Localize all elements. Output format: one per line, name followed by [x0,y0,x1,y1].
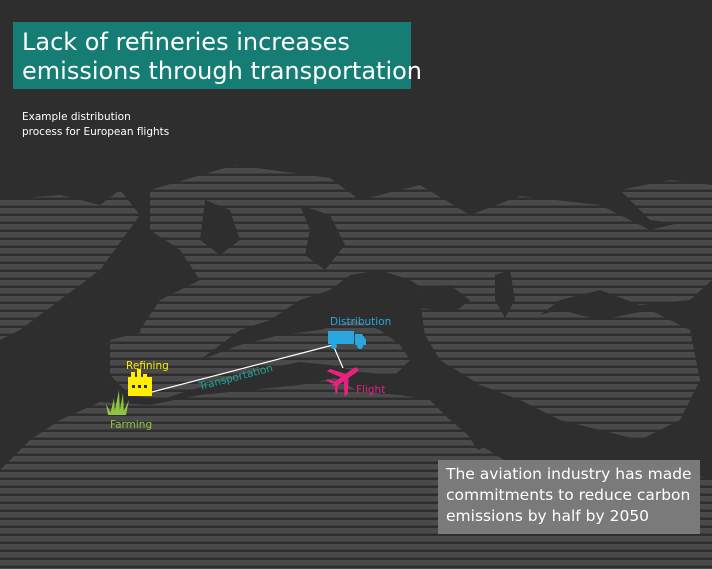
landmass-east [620,180,712,225]
landmass-west [0,190,140,340]
refining-label: Refining [126,360,169,372]
subtitle: Example distribution process for Europea… [22,110,169,140]
note-line-2: commitments to reduce carbon [446,485,694,506]
note-line-3: emissions by half by 2050 [446,506,694,527]
subtitle-line-2: process for European flights [22,125,169,140]
grass-icon [106,390,129,415]
distribution-label: Distribution [330,316,391,328]
title-line-1: Lack of refineries increases [22,28,403,57]
title-line-2: emissions through transportation [22,57,403,86]
subtitle-line-1: Example distribution [22,110,169,125]
flight-label: Flight [356,384,385,396]
note-line-1: The aviation industry has made [446,464,694,485]
farming-label: Farming [110,419,152,431]
title-box: Lack of refineries increases emissions t… [13,22,411,89]
note-box: The aviation industry has made commitmen… [438,460,700,534]
